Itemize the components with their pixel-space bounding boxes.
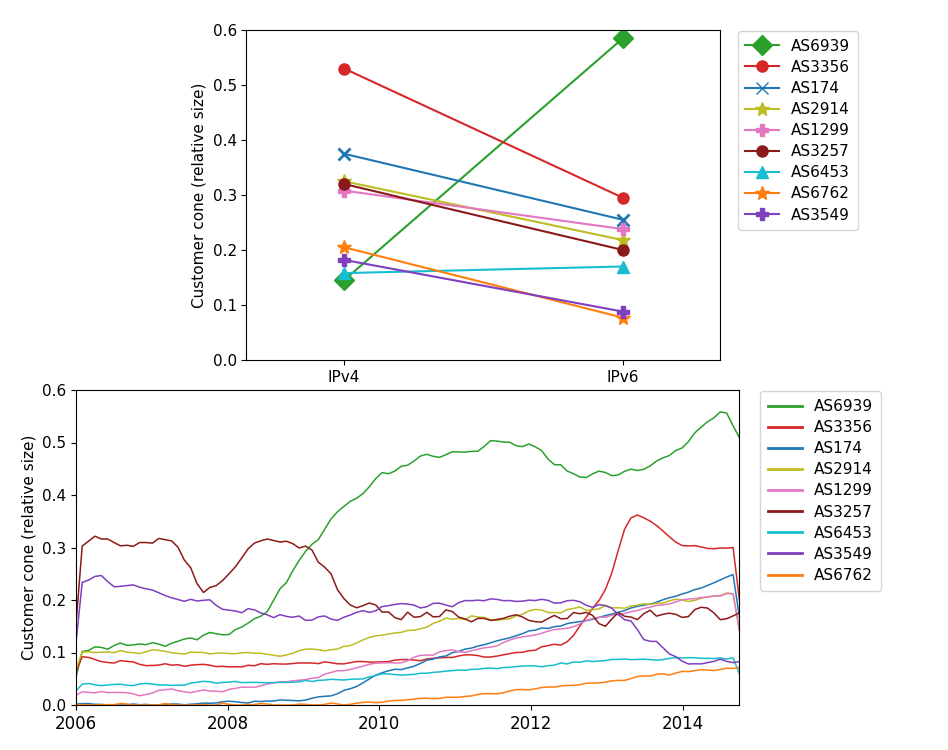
AS2914 [727,590,738,598]
AS3356 [556,640,567,650]
AS2914 [549,608,560,617]
AS3257 [364,598,375,608]
AS2914 [734,626,745,635]
AS1299 [166,685,177,694]
AS3549 [166,593,177,602]
AS6453 [159,680,171,689]
AS6762 [159,699,171,708]
Line: AS174: AS174 [76,574,739,705]
AS6453 [556,658,567,668]
AS6762 [70,700,82,709]
AS6939 [77,647,88,656]
AS3356 [549,640,560,649]
AS2914 [556,608,567,617]
AS3257 [332,585,343,594]
AS6762 [549,682,560,692]
AS6762 [721,664,733,673]
Line: AS6453: AS6453 [76,658,739,691]
Legend: AS6939, AS3356, AS174, AS2914, AS1299, AS3257, AS6453, AS3549, AS6762: AS6939, AS3356, AS174, AS2914, AS1299, A… [760,392,881,590]
AS174 [102,700,114,709]
AS174 [70,700,82,709]
AS3257 [70,621,82,630]
AS3549 [734,657,745,666]
AS3549 [683,659,694,668]
AS174 [561,619,573,628]
AS6762 [734,663,745,672]
AS3356 [727,543,738,552]
AS6939 [357,489,369,498]
AS3549 [96,571,107,580]
AS3356 [159,659,171,668]
AS1299 [70,691,82,700]
AS2914 [357,635,369,644]
AS1299 [134,692,145,700]
AS1299 [561,624,573,633]
AS6939 [715,407,726,416]
Y-axis label: Customer cone (relative size): Customer cone (relative size) [191,82,207,308]
AS3356 [631,511,643,520]
AS3549 [332,616,343,625]
AS174 [77,699,88,708]
AS6939 [159,642,171,651]
AS174 [364,674,375,683]
AS3549 [364,608,375,617]
AS2914 [77,647,88,656]
AS3549 [70,640,82,649]
AS6939 [549,460,560,470]
AS6762 [77,700,88,709]
Line: AS2914: AS2914 [76,593,739,669]
AS6453 [734,669,745,678]
AS3549 [77,578,88,586]
AS1299 [332,666,343,675]
AS1299 [721,589,733,598]
AS174 [727,570,738,579]
AS2914 [721,589,733,598]
AS1299 [364,660,375,669]
Legend: AS6939, AS3356, AS174, AS2914, AS1299, AS3257, AS6453, AS6762, AS3549: AS6939, AS3356, AS174, AS2914, AS1299, A… [738,31,858,230]
AS3257 [166,536,177,545]
AS6453 [77,680,88,688]
AS3356 [77,652,88,662]
Y-axis label: Customer cone (relative size): Customer cone (relative size) [21,435,36,660]
AS6762 [357,698,369,707]
AS6762 [556,682,567,691]
AS1299 [556,625,567,634]
AS3257 [89,532,100,541]
AS1299 [734,626,745,634]
AS3257 [77,542,88,550]
AS6939 [556,460,567,470]
AS1299 [77,687,88,696]
Line: AS3549: AS3549 [76,575,739,664]
AS6453 [727,653,738,662]
AS3257 [561,614,573,623]
AS3356 [70,668,82,676]
AS174 [332,689,343,698]
AS6939 [70,674,82,682]
AS3257 [734,608,745,617]
AS2914 [70,664,82,674]
Line: AS6762: AS6762 [76,668,739,705]
AS2914 [159,646,171,656]
Line: AS6939: AS6939 [76,412,739,678]
AS174 [734,613,745,622]
AS6453 [549,661,560,670]
AS3257 [556,614,567,623]
AS6453 [670,653,682,662]
Line: AS1299: AS1299 [76,593,739,696]
AS174 [556,622,567,631]
AS6453 [357,674,369,683]
AS3257 [600,622,611,631]
AS3356 [734,596,745,604]
AS6939 [734,433,745,442]
AS6939 [727,422,738,430]
AS174 [166,700,177,709]
Line: AS3257: AS3257 [76,536,739,626]
AS6453 [70,686,82,695]
AS3356 [357,657,369,666]
AS3549 [561,596,573,605]
Line: AS3356: AS3356 [76,515,739,672]
AS3549 [556,598,567,608]
